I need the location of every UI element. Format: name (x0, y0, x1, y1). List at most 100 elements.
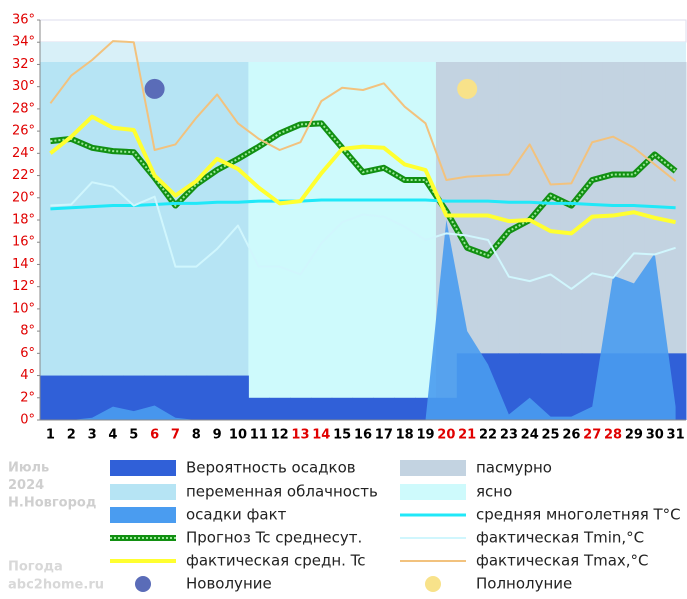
legend-label: Полнолуние (476, 575, 572, 593)
precip-probability-bar (123, 375, 145, 420)
sky-band (123, 62, 145, 420)
x-tick-label: 13 (291, 428, 309, 443)
site-text: abc2home.ru (8, 578, 104, 593)
sky-band (560, 62, 583, 420)
sky-band (373, 62, 395, 420)
y-tick-label: 10° (12, 301, 35, 316)
y-tick-label: 6° (20, 346, 35, 361)
sky-band (665, 62, 687, 420)
legend-label: фактическая средн. Tc (186, 552, 366, 570)
moon (144, 78, 165, 99)
legend-label: ясно (476, 483, 512, 501)
legend-swatch (400, 484, 466, 500)
y-tick-label: 34° (12, 35, 35, 50)
x-tick-label: 6 (150, 428, 159, 443)
moon (457, 78, 478, 99)
info-text: 2024 (8, 478, 44, 493)
x-tick-label: 16 (354, 428, 372, 443)
info-text: Н.Новгород (8, 496, 96, 511)
y-tick-label: 36° (12, 13, 35, 28)
x-tick-label: 23 (500, 428, 518, 443)
sky-band (144, 62, 166, 420)
precip-probability-bar (81, 375, 104, 420)
sky-band (310, 62, 333, 420)
legend-swatch (425, 576, 441, 592)
x-tick-label: 28 (604, 428, 622, 443)
legend-label: фактическая Tmax,°C (476, 552, 649, 570)
forecast-pattern (50, 122, 677, 257)
legend-swatch (400, 460, 466, 476)
precip-probability-bar (310, 397, 333, 420)
y-tick-label: 26° (12, 124, 35, 139)
sky-band (206, 62, 229, 420)
precip-probability-bar (290, 397, 312, 420)
x-tick-label: 22 (479, 428, 497, 443)
sky-band (185, 62, 208, 420)
x-tick-label: 9 (213, 428, 222, 443)
precip-probability-bar (227, 375, 249, 420)
precip-probability-bar (206, 375, 229, 420)
x-tick-label: 12 (271, 428, 289, 443)
y-tick-label: 22° (12, 168, 35, 183)
x-tick-label: 2 (67, 428, 76, 443)
x-tick-label: 4 (108, 428, 117, 443)
x-tick-label: 14 (312, 428, 330, 443)
x-tick-label: 26 (562, 428, 580, 443)
x-tick-label: 1 (46, 428, 55, 443)
x-tick-label: 10 (229, 428, 247, 443)
legend-swatch (110, 460, 176, 476)
y-tick-label: 28° (12, 101, 35, 116)
y-tick-label: 2° (20, 390, 35, 405)
x-tick-label: 15 (333, 428, 351, 443)
precip-area (50, 220, 676, 420)
sky-band (60, 62, 83, 420)
site-text: Погода (8, 560, 63, 575)
precip-probability-bar (560, 353, 583, 420)
y-tick-label: 18° (12, 213, 35, 228)
x-tick-label: 25 (542, 428, 560, 443)
sky-band (540, 62, 562, 420)
sky-band (269, 62, 291, 420)
legend-swatch (110, 484, 176, 500)
legend-label: средняя многолетняя T°C (476, 506, 681, 524)
precip-probability-bar (540, 353, 562, 420)
y-tick-label: 4° (20, 368, 35, 383)
y-tick-label: 24° (12, 146, 35, 161)
sky-band (227, 62, 249, 420)
legend-label: пасмурно (476, 459, 552, 477)
legend-label: фактическая Tmin,°C (476, 529, 644, 547)
legend-swatch (135, 576, 151, 592)
y-tick-label: 20° (12, 190, 35, 205)
precip-probability-bar (248, 397, 270, 420)
x-tick-label: 31 (667, 428, 685, 443)
precip-probability-bar (269, 397, 291, 420)
sky-band (248, 62, 270, 420)
info-text: Июль (8, 461, 49, 476)
precip-probability-bar (352, 397, 374, 420)
x-tick-label: 5 (129, 428, 138, 443)
temp-line (50, 198, 676, 211)
x-tick-label: 21 (458, 428, 476, 443)
wind-strip (40, 42, 686, 62)
sky-band (352, 62, 374, 420)
sky-band (498, 62, 520, 420)
x-tick-label: 17 (375, 428, 393, 443)
x-tick-label: 29 (625, 428, 643, 443)
x-tick-label: 3 (88, 428, 97, 443)
legend-label: Вероятность осадков (186, 459, 356, 477)
sky-band (290, 62, 312, 420)
legend-label: Прогноз Tc среднесут. (186, 529, 362, 547)
x-tick-label: 27 (583, 428, 601, 443)
precip-probability-bar (165, 375, 187, 420)
x-tick-label: 30 (646, 428, 664, 443)
y-tick-label: 12° (12, 279, 35, 294)
temp-line (49, 114, 676, 236)
y-tick-label: 8° (20, 324, 35, 339)
precip-probability-bar (394, 397, 416, 420)
precip-probability-bar (185, 375, 208, 420)
y-tick-label: 32° (12, 57, 35, 72)
y-tick-label: 14° (12, 257, 35, 272)
x-tick-label: 18 (396, 428, 414, 443)
x-tick-label: 7 (171, 428, 180, 443)
